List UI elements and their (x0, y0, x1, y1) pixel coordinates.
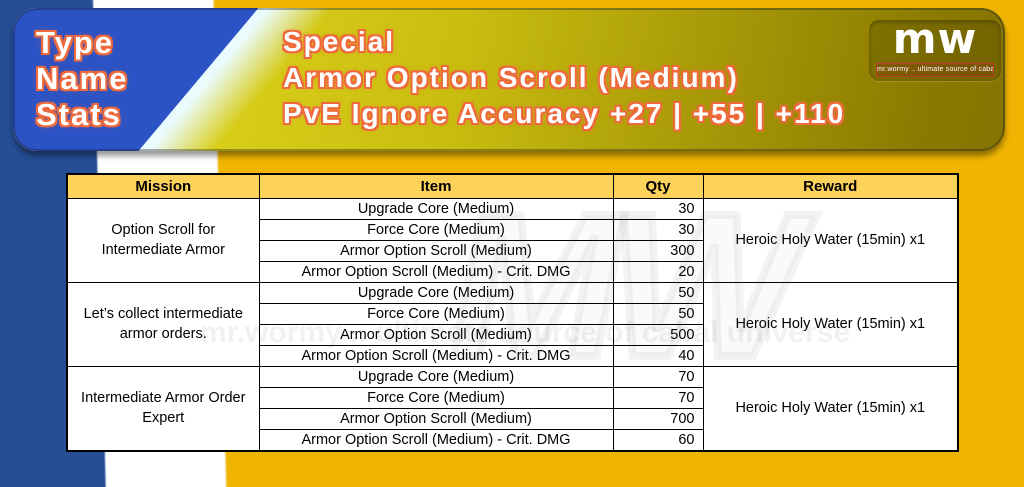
item-cell: Force Core (Medium) (258, 387, 614, 409)
table-row: Option Scroll for Intermediate Armor Upg… (66, 198, 959, 283)
header-value-stats: PvE Ignore Accuracy +27 | +55 | +110 (283, 98, 846, 129)
table-row: Force Core (Medium) 30 (67, 219, 958, 241)
table-row: Intermediate Armor Order Expert Upgrade … (66, 366, 959, 452)
qty-cell: 50 (612, 282, 704, 304)
missions-table: Mission Item Qty Reward Option Scroll fo… (66, 173, 959, 452)
item-cell: Armor Option Scroll (Medium) (258, 240, 614, 262)
mw-logo: mw mr.wormy .. ultimate source of cabal … (869, 16, 1001, 81)
column-header-reward: Reward (702, 173, 959, 199)
item-cell: Upgrade Core (Medium) (258, 282, 614, 304)
header-values: Special Armor Option Scroll (Medium) PvE… (283, 24, 845, 132)
item-cell: Armor Option Scroll (Medium) - Crit. DMG (258, 261, 614, 283)
table-row: Let’s collect intermediate armor orders.… (66, 282, 959, 367)
header-label-type: Type (36, 25, 115, 60)
header-label-stats: Stats (36, 97, 122, 132)
item-cell: Armor Option Scroll (Medium) (258, 408, 614, 430)
missions-table-wrap: Mission Item Qty Reward Option Scroll fo… (66, 173, 959, 452)
table-row: Armor Option Scroll (Medium) - Crit. DMG… (67, 429, 958, 452)
mw-logo-tagline: mr.wormy .. ultimate source of cabal uni… (876, 63, 994, 77)
qty-cell: 40 (612, 345, 704, 367)
qty-cell: 500 (612, 324, 704, 346)
item-cell: Armor Option Scroll (Medium) - Crit. DMG (258, 345, 614, 367)
mission-cell: Let’s collect intermediate armor orders. (66, 282, 260, 367)
qty-cell: 30 (612, 198, 704, 220)
table-row: Force Core (Medium) 50 (67, 303, 958, 325)
qty-cell: 300 (612, 240, 704, 262)
qty-cell: 70 (612, 366, 704, 388)
item-cell: Force Core (Medium) (258, 303, 614, 325)
header-label-name: Name (36, 61, 129, 96)
header-value-type: Special (283, 26, 396, 57)
item-cell: Armor Option Scroll (Medium) - Crit. DMG (258, 429, 614, 452)
item-cell: Armor Option Scroll (Medium) (258, 324, 614, 346)
qty-cell: 60 (612, 429, 704, 452)
mission-cell: Option Scroll for Intermediate Armor (66, 198, 260, 283)
qty-cell: 20 (612, 261, 704, 283)
mission-cell: Intermediate Armor Order Expert (66, 366, 260, 452)
reward-cell: Heroic Holy Water (15min) x1 (702, 282, 959, 367)
qty-cell: 700 (612, 408, 704, 430)
reward-cell: Heroic Holy Water (15min) x1 (702, 366, 959, 452)
column-header-mission: Mission (66, 173, 260, 199)
mw-logo-text: mw (892, 14, 978, 63)
item-cell: Force Core (Medium) (258, 219, 614, 241)
column-header-qty: Qty (612, 173, 704, 199)
table-row: Armor Option Scroll (Medium) - Crit. DMG… (67, 261, 958, 283)
item-cell: Upgrade Core (Medium) (258, 198, 614, 220)
qty-cell: 50 (612, 303, 704, 325)
item-cell: Upgrade Core (Medium) (258, 366, 614, 388)
qty-cell: 70 (612, 387, 704, 409)
header-labels: Type Name Stats (36, 25, 128, 133)
header-value-name: Armor Option Scroll (Medium) (283, 62, 739, 93)
qty-cell: 30 (612, 219, 704, 241)
table-header-row: Mission Item Qty Reward (66, 173, 959, 199)
table-row: Armor Option Scroll (Medium) 700 (67, 408, 958, 430)
reward-cell: Heroic Holy Water (15min) x1 (702, 198, 959, 283)
header-card: Type Name Stats Special Armor Option Scr… (13, 8, 1005, 151)
column-header-item: Item (258, 173, 614, 199)
